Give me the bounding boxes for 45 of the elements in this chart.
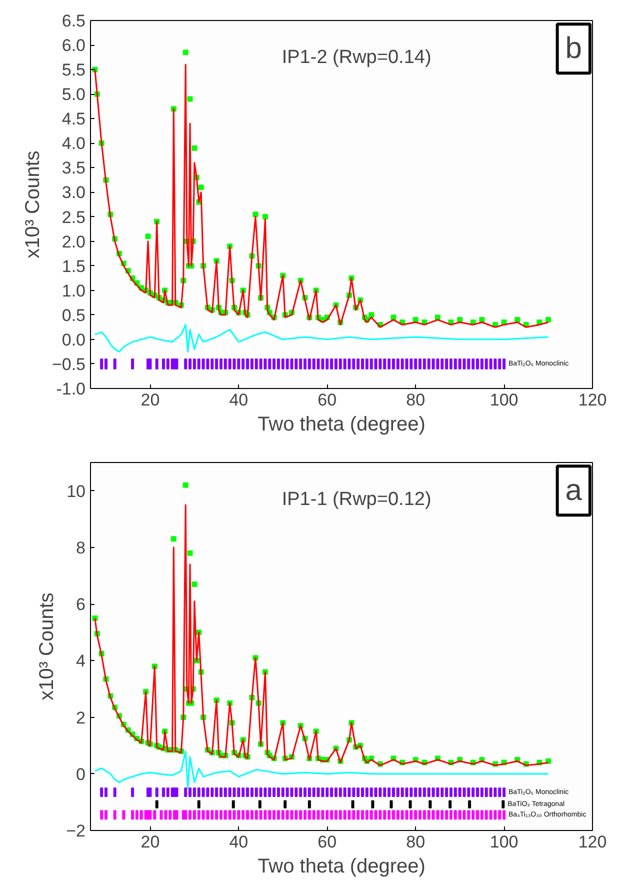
- y-axis-title: x10³ Counts: [22, 150, 44, 258]
- y-tick-label: −0.5: [52, 354, 86, 374]
- y-tick-label: 6.0: [62, 36, 86, 56]
- x-tick-label: 20: [140, 832, 160, 852]
- x-tick-label: 120: [578, 390, 607, 410]
- x-tick-label: 40: [229, 390, 248, 410]
- y-tick-label: 4.0: [62, 134, 86, 154]
- y-tick-label: -1.0: [56, 380, 86, 398]
- y-tick-label: 6.5: [62, 12, 86, 30]
- y-tick-label: 0.5: [62, 306, 86, 325]
- x-tick-label: 120: [578, 832, 607, 852]
- line-series: [94, 750, 550, 789]
- y-tick-label: 1.0: [62, 281, 86, 300]
- text: IP1-2 (Rwp=0.14): [282, 46, 432, 68]
- text: IP1-1 (Rwp=0.12): [282, 488, 432, 510]
- y-tick-label: 0: [76, 764, 86, 784]
- line-series: [94, 324, 550, 352]
- y-axis-title: x10³ Counts: [36, 592, 58, 700]
- annotation: b: [565, 32, 582, 66]
- y-tick-label: 5.5: [62, 60, 86, 80]
- y-tick-label: 4: [76, 652, 86, 671]
- y-tick-label: 0.0: [62, 330, 86, 350]
- x-tick-label: 100: [490, 832, 518, 852]
- x-tick-label: 40: [229, 832, 248, 852]
- y-tick-label: 3.0: [62, 183, 86, 202]
- annotation: a: [565, 474, 582, 508]
- y-tick-label: 2: [76, 708, 86, 728]
- x-tick-label: 20: [140, 390, 160, 410]
- x-tick-label: 100: [490, 390, 518, 410]
- x-tick-label: 60: [318, 832, 337, 852]
- y-tick-label: 2.0: [62, 232, 86, 252]
- x-tick-label: 80: [406, 832, 426, 852]
- x-tick-label: 80: [406, 390, 426, 410]
- y-tick-label: 1.5: [62, 256, 86, 276]
- y-tick-label: −2: [66, 822, 86, 840]
- y-tick-label: 10: [66, 482, 86, 501]
- y-tick-label: 4.5: [62, 110, 86, 129]
- y-tick-label: 8: [76, 538, 86, 558]
- x-tick-label: 60: [318, 390, 337, 410]
- x-axis-title: Two theta (degree): [258, 856, 426, 878]
- x-axis-title: Two theta (degree): [258, 414, 426, 436]
- y-tick-label: 3.5: [62, 158, 86, 178]
- y-tick-label: 2.5: [62, 208, 86, 227]
- y-tick-label: 6: [76, 595, 86, 614]
- y-tick-label: 5.0: [62, 85, 86, 104]
